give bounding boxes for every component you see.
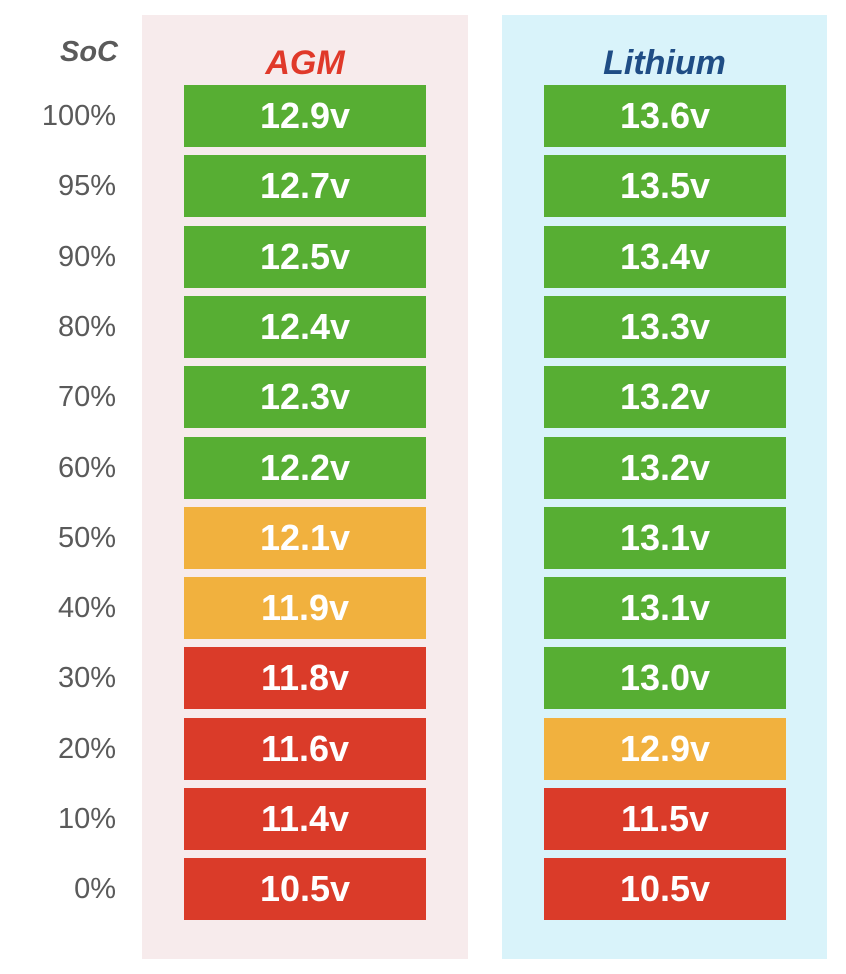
- lithium-voltage-cell: 13.2v: [544, 366, 786, 428]
- agm-voltage-cell: 11.6v: [184, 718, 426, 780]
- agm-voltage-cell: 12.7v: [184, 155, 426, 217]
- soc-label: 0%: [74, 873, 116, 905]
- agm-voltage-cell: 12.5v: [184, 226, 426, 288]
- soc-label: 70%: [57, 381, 116, 413]
- soc-label: 95%: [57, 170, 116, 202]
- lithium-voltage-cell: 12.9v: [544, 718, 786, 780]
- soc-label: 30%: [57, 662, 116, 694]
- lithium-voltage-cell: 13.2v: [544, 437, 786, 499]
- agm-voltage-cell: 11.8v: [184, 647, 426, 709]
- soc-label: 20%: [57, 733, 116, 765]
- lithium-voltage-cell: 13.0v: [544, 647, 786, 709]
- soc-label: 80%: [57, 311, 116, 343]
- lithium-voltage-cell: 13.5v: [544, 155, 786, 217]
- lithium-voltage-cell: 11.5v: [544, 788, 786, 850]
- lithium-voltage-cell: 13.4v: [544, 226, 786, 288]
- agm-voltage-cell: 12.3v: [184, 366, 426, 428]
- agm-voltage-cell: 12.9v: [184, 85, 426, 147]
- soc-label: 10%: [57, 803, 116, 835]
- lithium-voltage-cell: 13.3v: [544, 296, 786, 358]
- agm-voltage-cell: 11.4v: [184, 788, 426, 850]
- soc-label: 100%: [41, 100, 116, 132]
- lithium-voltage-cell: 13.6v: [544, 85, 786, 147]
- soc-column-header: SoC: [60, 36, 118, 68]
- lithium-column-header: Lithium: [603, 44, 726, 82]
- soc-label: 50%: [57, 522, 116, 554]
- soc-label: 60%: [57, 452, 116, 484]
- agm-voltage-cell: 12.2v: [184, 437, 426, 499]
- agm-voltage-cell: 10.5v: [184, 858, 426, 920]
- lithium-voltage-cell: 10.5v: [544, 858, 786, 920]
- agm-voltage-cell: 12.4v: [184, 296, 426, 358]
- soc-label: 90%: [57, 241, 116, 273]
- soc-label: 40%: [57, 592, 116, 624]
- lithium-voltage-cell: 13.1v: [544, 577, 786, 639]
- agm-column-header: AGM: [265, 44, 345, 82]
- agm-voltage-cell: 11.9v: [184, 577, 426, 639]
- agm-voltage-cell: 12.1v: [184, 507, 426, 569]
- lithium-voltage-cell: 13.1v: [544, 507, 786, 569]
